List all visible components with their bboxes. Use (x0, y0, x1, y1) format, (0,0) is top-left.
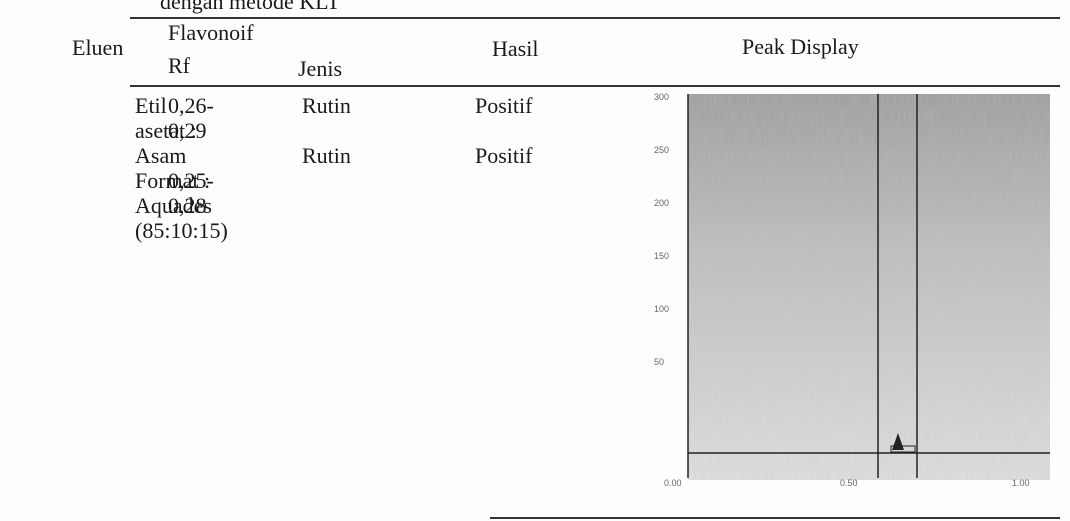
hasil: Positif (475, 145, 532, 167)
rf-line: 0,28 (168, 195, 207, 217)
page: dengan metode KLT Eluen Flavonoif Rf Jen… (0, 0, 1070, 521)
y-axis-label: 100 (654, 304, 669, 314)
header-peak-display: Peak Display (742, 36, 859, 58)
y-axis-label: 200 (654, 198, 669, 208)
top-rule (130, 17, 1060, 19)
peak-display (640, 88, 1060, 498)
header-jenis: Jenis (298, 58, 342, 80)
y-axis-label: 250 (654, 145, 669, 155)
rf-line: 0,26- (168, 95, 214, 117)
y-axis-label: 50 (654, 357, 664, 367)
x-axis-label: 0.00 (664, 478, 682, 488)
eluen-line: Asam (135, 145, 186, 167)
hasil: Positif (475, 95, 532, 117)
jenis: Rutin (302, 95, 351, 117)
caption: dengan metode KLT (160, 0, 340, 13)
header-rf: Rf (168, 55, 190, 77)
header-hasil: Hasil (492, 38, 538, 60)
eluen-line: (85:10:15) (135, 220, 228, 242)
jenis: Rutin (302, 145, 351, 167)
y-axis-label: 300 (654, 92, 669, 102)
bottom-rule (490, 517, 1060, 519)
header-rule (130, 85, 1060, 87)
eluen-line: Etil (135, 95, 167, 117)
x-axis-label: 1.00 (1012, 478, 1030, 488)
y-axis-label: 150 (654, 251, 669, 261)
rf-line: 0,25- (168, 170, 214, 192)
x-axis-label: 0.50 (840, 478, 858, 488)
rf-line: 0,29 (168, 120, 207, 142)
plot-noise (688, 94, 1050, 480)
header-flavonoid: Flavonoif (168, 22, 254, 44)
header-eluen: Eluen (72, 37, 123, 59)
